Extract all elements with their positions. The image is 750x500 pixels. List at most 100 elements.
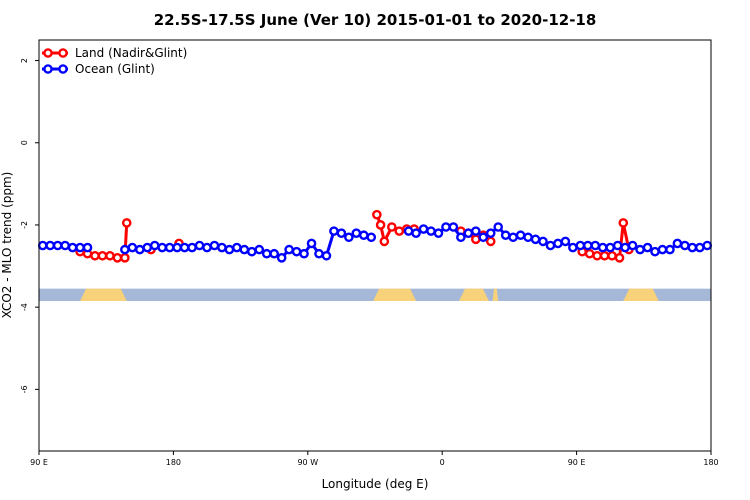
data-point bbox=[379, 236, 390, 247]
data-point bbox=[306, 238, 317, 249]
data-point bbox=[127, 242, 138, 253]
y-tick-label: -2 bbox=[20, 221, 29, 229]
data-point bbox=[112, 253, 123, 263]
x-tick-label: 90 E bbox=[30, 458, 48, 467]
legend-marker bbox=[58, 64, 68, 74]
x-tick-label: 180 bbox=[166, 458, 181, 467]
data-point bbox=[618, 218, 629, 228]
x-tick-label: 180 bbox=[703, 458, 718, 467]
legend-label: Ocean (Glint) bbox=[75, 62, 155, 76]
legend: Land (Nadir&Glint) Ocean (Glint) bbox=[42, 46, 187, 76]
data-point bbox=[583, 240, 593, 251]
data-point bbox=[217, 242, 227, 253]
data-point bbox=[599, 250, 610, 261]
chart-title: 22.5S-17.5S June (Ver 10) 2015-01-01 to … bbox=[154, 11, 597, 29]
land-span bbox=[373, 288, 417, 301]
data-point bbox=[75, 242, 85, 253]
data-point bbox=[372, 209, 382, 220]
data-point bbox=[470, 226, 481, 236]
data-point bbox=[344, 232, 354, 243]
data-point bbox=[650, 246, 660, 257]
data-point bbox=[246, 246, 257, 257]
data-point bbox=[358, 230, 369, 241]
data-point bbox=[224, 244, 235, 255]
data-point bbox=[568, 242, 578, 253]
data-point bbox=[672, 238, 683, 249]
data-point bbox=[314, 248, 324, 259]
data-point bbox=[545, 240, 556, 251]
data-point bbox=[351, 228, 362, 238]
series-ocean-glint bbox=[37, 222, 713, 263]
surface-type-band bbox=[39, 288, 711, 301]
land-span bbox=[80, 288, 127, 301]
data-point bbox=[209, 240, 220, 251]
legend-marker bbox=[58, 48, 68, 58]
data-point bbox=[538, 236, 548, 247]
data-point bbox=[121, 218, 132, 228]
data-point bbox=[386, 222, 397, 232]
data-point bbox=[120, 244, 130, 255]
data-point bbox=[299, 248, 309, 259]
legend-marker bbox=[43, 48, 53, 58]
plot-frame bbox=[38, 39, 712, 452]
y-tick-label: 2 bbox=[20, 58, 29, 63]
data-point bbox=[560, 236, 571, 247]
data-point bbox=[592, 250, 602, 261]
data-point bbox=[269, 248, 280, 259]
data-point bbox=[456, 232, 466, 243]
data-point bbox=[254, 244, 265, 255]
data-point bbox=[366, 232, 377, 243]
data-point bbox=[627, 240, 638, 251]
data-point bbox=[172, 242, 182, 253]
data-point bbox=[37, 240, 48, 251]
legend-marker bbox=[43, 64, 53, 74]
data-point bbox=[90, 250, 100, 261]
y-tick-label: 0 bbox=[20, 140, 29, 145]
x-axis-ticks: 90 E 180 90 W 0 90 E 180 bbox=[30, 451, 719, 467]
data-point bbox=[657, 244, 668, 255]
data-point bbox=[426, 226, 436, 236]
x-axis-label: Longitude (deg E) bbox=[322, 477, 429, 491]
data-point bbox=[194, 240, 205, 251]
data-point bbox=[97, 250, 108, 261]
data-point bbox=[45, 240, 56, 251]
ocean-band bbox=[39, 288, 711, 301]
y-axis-label: XCO2 - MLO trend (ppm) bbox=[0, 172, 14, 319]
data-point bbox=[120, 253, 130, 263]
data-point bbox=[500, 230, 511, 241]
data-point bbox=[695, 242, 705, 253]
y-tick-label: -4 bbox=[20, 303, 29, 311]
series-layer bbox=[37, 209, 713, 263]
data-point bbox=[284, 244, 294, 255]
data-point bbox=[164, 242, 175, 253]
data-point bbox=[202, 242, 212, 253]
data-point bbox=[590, 240, 601, 251]
data-point bbox=[614, 253, 625, 263]
data-point bbox=[597, 242, 608, 253]
data-point bbox=[702, 240, 713, 251]
x-tick-label: 90 W bbox=[297, 458, 318, 467]
data-point bbox=[523, 232, 533, 243]
data-point bbox=[187, 242, 197, 253]
data-point bbox=[60, 240, 70, 251]
data-point bbox=[515, 230, 526, 241]
data-point bbox=[433, 228, 444, 238]
data-point bbox=[463, 228, 474, 238]
data-point bbox=[493, 222, 504, 232]
data-point bbox=[329, 226, 339, 236]
data-point bbox=[394, 226, 405, 236]
data-point bbox=[635, 244, 645, 255]
data-point bbox=[82, 242, 93, 253]
data-point bbox=[276, 253, 287, 263]
data-point bbox=[530, 234, 541, 245]
data-point bbox=[687, 242, 698, 253]
data-point bbox=[157, 242, 167, 253]
y-axis-ticks: 2 0 -2 -4 -6 bbox=[20, 58, 39, 393]
data-point bbox=[179, 242, 190, 253]
data-point bbox=[261, 248, 272, 259]
data-point bbox=[485, 228, 496, 238]
data-point bbox=[680, 240, 690, 251]
data-point bbox=[67, 242, 78, 253]
